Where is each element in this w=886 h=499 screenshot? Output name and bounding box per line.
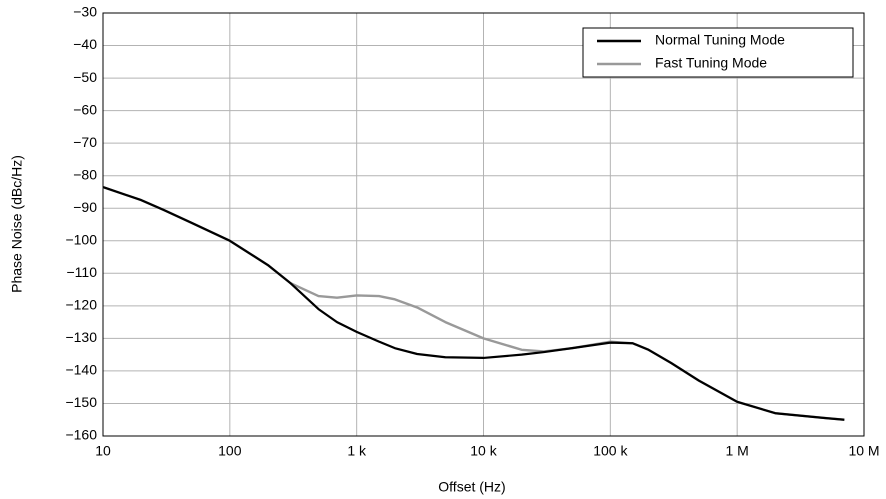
x-tick-label: 10 M <box>848 443 879 459</box>
series-line <box>102 186 845 421</box>
y-tick-label: −160 <box>65 427 97 443</box>
y-tick-label: −30 <box>73 4 97 20</box>
legend-box <box>582 27 854 78</box>
y-tick-label: −90 <box>73 199 97 215</box>
x-tick-label: 100 k <box>593 443 628 459</box>
plot-frame <box>102 12 865 437</box>
y-tick-label: −50 <box>73 69 97 85</box>
y-axis-label: Phase Noise (dBc/Hz) <box>9 155 25 293</box>
y-tick-label: −70 <box>73 134 97 150</box>
x-tick-label: 10 k <box>470 443 497 459</box>
x-tick-label: 10 <box>95 443 111 459</box>
y-tick-label: −40 <box>73 36 97 52</box>
series-line <box>102 185 845 421</box>
y-tick-label: −120 <box>65 297 97 313</box>
y-tick-label: −150 <box>65 394 97 410</box>
y-tick-label: −130 <box>65 329 97 345</box>
y-tick-label: −140 <box>65 362 97 378</box>
y-tick-label: −60 <box>73 101 97 117</box>
x-axis-label: Offset (Hz) <box>438 479 505 495</box>
legend-label: Normal Tuning Mode <box>655 32 785 48</box>
y-tick-label: −100 <box>65 231 97 247</box>
y-tick-label: −80 <box>73 166 97 182</box>
x-tick-label: 1 k <box>347 443 367 459</box>
x-tick-label: 100 <box>218 443 242 459</box>
y-tick-label: −110 <box>67 264 98 280</box>
x-tick-label: 1 M <box>725 443 748 459</box>
legend-label: Fast Tuning Mode <box>655 55 767 71</box>
